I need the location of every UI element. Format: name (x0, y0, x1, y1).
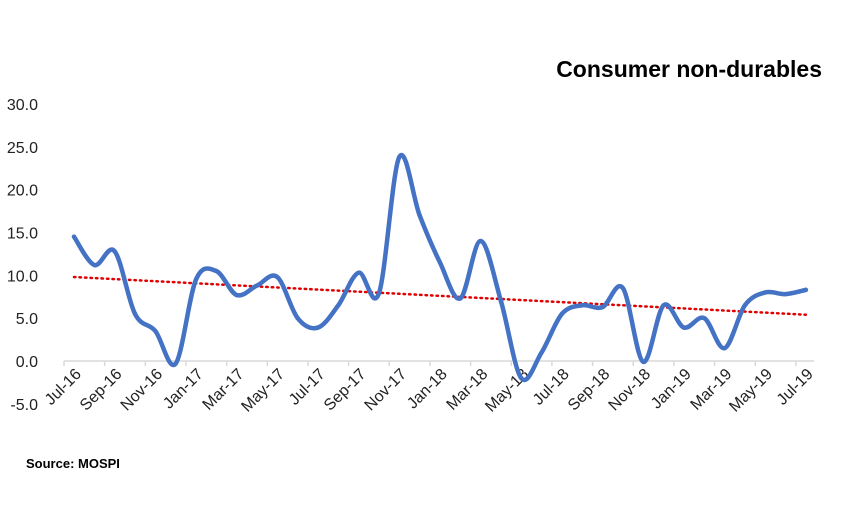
data-point-Jun-17 (295, 315, 300, 321)
data-point-Oct-17 (376, 291, 382, 296)
data-point-Feb-19 (702, 315, 707, 321)
data-point-May-19 (763, 290, 768, 295)
data-point-Mar-18 (478, 238, 483, 244)
data-point-Oct-18 (620, 285, 626, 291)
data-point-Mar-17 (234, 292, 239, 298)
data-point-Jan-17 (193, 277, 199, 282)
data-point-Jan-19 (681, 325, 687, 330)
y-tick-label: 25.0 (7, 140, 38, 157)
x-tick-label: Jul-19 (774, 366, 817, 409)
trend-line (72, 275, 808, 316)
data-point-Mar-19 (722, 345, 727, 351)
data-point-Jan-18 (437, 260, 443, 265)
y-tick-label: 5.0 (16, 311, 38, 328)
data-point-Aug-17 (336, 303, 341, 308)
x-tick-label: Jan-18 (404, 366, 451, 413)
y-tick-label: 0.0 (16, 354, 38, 371)
x-tick-label: May-17 (238, 366, 288, 416)
x-tick-label: Jan-19 (648, 366, 695, 413)
y-tick-label: 20.0 (7, 183, 38, 200)
data-point-Apr-17 (254, 283, 260, 288)
y-tick-label: 30.0 (7, 97, 38, 114)
data-point-Jun-19 (783, 291, 788, 297)
data-point-Sep-18 (600, 304, 605, 310)
y-tick-label: -5.0 (10, 397, 38, 414)
x-tick-label: May-18 (482, 366, 532, 416)
x-tick-label: May-19 (726, 366, 776, 416)
data-point-Jul-17 (315, 325, 321, 330)
data-point-Jul-19 (803, 287, 809, 293)
data-point-Jun-18 (539, 350, 544, 355)
data-point-Nov-18 (641, 359, 646, 365)
data-point-Dec-16 (173, 361, 178, 366)
data-point-Sep-16 (112, 249, 117, 254)
data-point-Aug-18 (580, 303, 585, 308)
y-tick-label: 15.0 (7, 225, 38, 242)
x-tick-label: Sep-17 (321, 366, 370, 415)
series-line (71, 152, 809, 383)
source-note: Source: MOSPI (26, 456, 120, 471)
data-point-May-18 (519, 375, 524, 381)
x-tick-label: Sep-18 (565, 366, 614, 415)
data-point-Apr-19 (742, 303, 748, 308)
x-tick-label: Nov-17 (362, 366, 411, 415)
data-point-Jul-18 (559, 311, 565, 317)
y-tick-label: 10.0 (7, 268, 38, 285)
data-point-Jul-16 (71, 234, 77, 239)
x-tick-label: Nov-16 (118, 366, 167, 415)
data-point-Sep-17 (356, 270, 361, 275)
data-point-Aug-16 (92, 262, 97, 268)
data-point-Dec-18 (661, 303, 666, 308)
data-point-Apr-18 (498, 298, 504, 304)
data-point-May-17 (275, 274, 280, 280)
x-tick-label: Sep-16 (77, 366, 126, 415)
x-tick-label: Jan-17 (160, 366, 207, 413)
data-point-Nov-17 (397, 154, 402, 160)
data-point-Feb-18 (458, 296, 463, 301)
data-point-Feb-17 (214, 268, 219, 274)
data-point-Dec-17 (417, 213, 422, 218)
data-point-Nov-16 (153, 328, 158, 334)
chart-title: Consumer non-durables (556, 56, 822, 82)
x-tick-label: Nov-18 (606, 366, 655, 415)
data-point-Oct-16 (132, 311, 138, 317)
